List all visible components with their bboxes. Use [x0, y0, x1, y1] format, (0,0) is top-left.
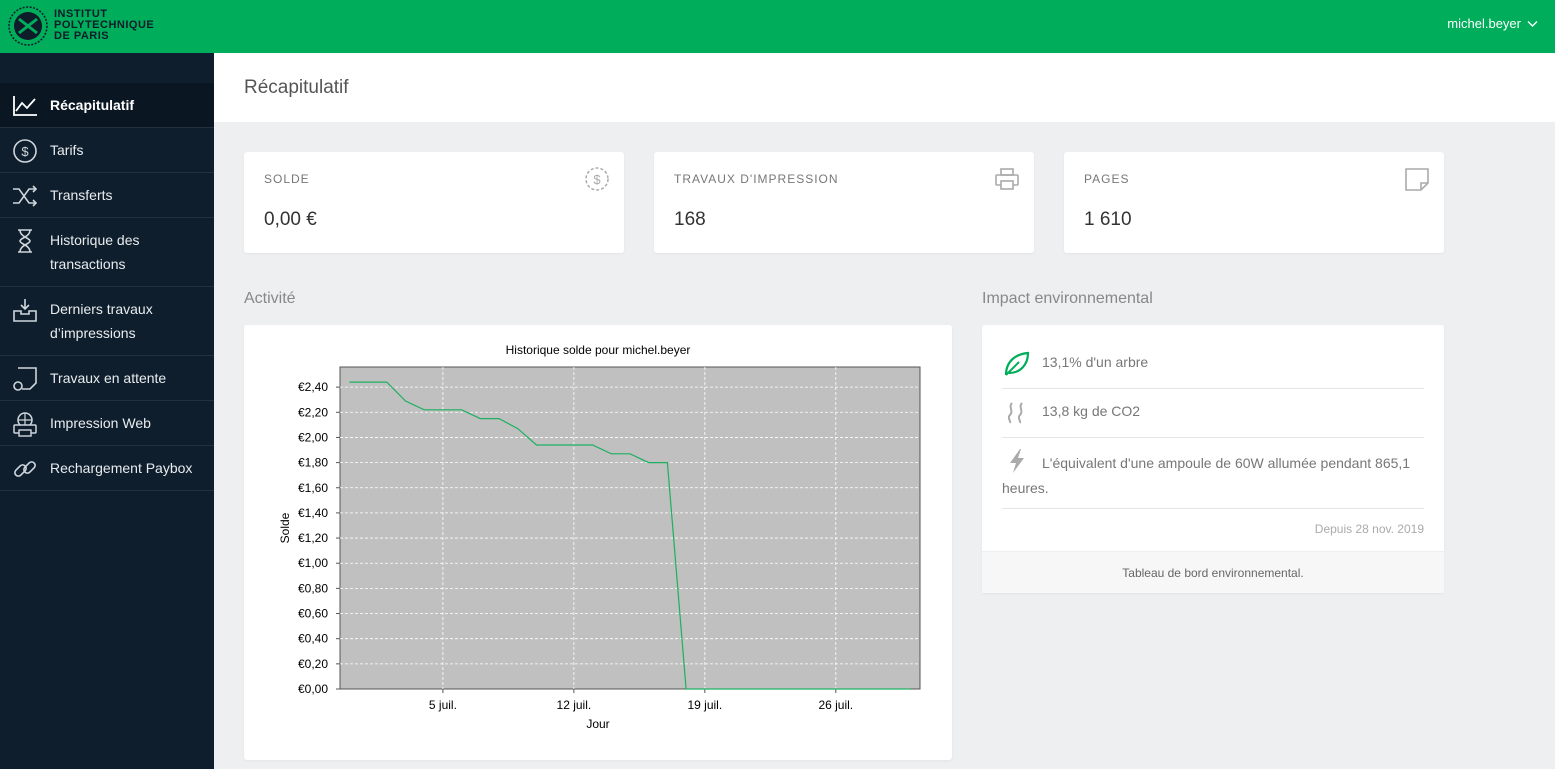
environment-section-title: Impact environnemental [982, 290, 1153, 307]
sidebar-item-label: Tarifs [50, 142, 84, 158]
username: michel.beyer [1447, 16, 1521, 31]
pending-document-icon [12, 366, 38, 392]
stat-value: 0,00 € [264, 209, 317, 230]
x-tick-label: 26 juil. [818, 698, 853, 712]
y-tick-label: €2,20 [298, 405, 328, 419]
dollar-circle-icon: $ [12, 138, 38, 164]
env-row-text: L'équivalent d'une ampoule de 60W allumé… [1002, 455, 1411, 496]
y-tick-label: €0,00 [298, 682, 328, 696]
inbox-tray-icon [12, 297, 38, 323]
hourglass-icon [12, 228, 38, 254]
balance-history-chart: Historique solde pour michel.beyer €0,00… [278, 343, 921, 731]
stat-card-travaux: TRAVAUX D'IMPRESSION 168 [654, 152, 1034, 253]
y-tick-label: €0,20 [298, 657, 328, 671]
page-header: Récapitulatif [214, 53, 1555, 122]
svg-text:$: $ [593, 172, 601, 187]
sidebar-item-travaux-attente[interactable]: Travaux en attente [0, 356, 214, 401]
y-tick-label: €2,00 [298, 430, 328, 444]
printer-icon [995, 168, 1019, 190]
lightning-icon [1010, 449, 1024, 473]
y-tick-label: €1,40 [298, 506, 328, 520]
top-bar: INSTITUT POLYTECHNIQUE DE PARIS michel.b… [0, 0, 1555, 53]
y-tick-label: €0,80 [298, 581, 328, 595]
y-tick-label: €1,20 [298, 531, 328, 545]
sidebar-item-impression-web[interactable]: Impression Web [0, 401, 214, 446]
env-since-date: Depuis 28 nov. 2019 [1314, 522, 1424, 536]
smoke-icon [1007, 402, 1023, 424]
y-tick-label: €1,80 [298, 456, 328, 470]
environment-card: 13,1% d'un arbre 13,8 kg de CO2 L'équiva… [982, 325, 1444, 593]
x-tick-label: 19 juil. [687, 698, 722, 712]
sidebar-item-tarifs[interactable]: $ Tarifs [0, 128, 214, 173]
user-menu[interactable]: michel.beyer [1447, 16, 1538, 31]
sidebar-item-label: Rechargement Paybox [50, 460, 193, 476]
sidebar-item-label: Travaux en attente [50, 370, 167, 386]
activity-chart-card: Historique solde pour michel.beyer €0,00… [244, 325, 952, 760]
sidebar-item-historique[interactable]: Historique des transactions [0, 218, 214, 287]
dollar-circle-dashed-icon: $ [585, 167, 609, 191]
institution-logo[interactable]: INSTITUT POLYTECHNIQUE DE PARIS [8, 6, 173, 46]
y-tick-label: €0,60 [298, 607, 328, 621]
plot-area [339, 366, 921, 690]
activity-section-title: Activité [244, 290, 296, 307]
env-row-co2: 13,8 kg de CO2 [1002, 389, 1424, 438]
y-tick-label: €1,60 [298, 481, 328, 495]
shuffle-icon [12, 183, 38, 209]
sidebar-item-label: Récapitulatif [50, 97, 135, 113]
env-row-tree: 13,1% d'un arbre [1002, 345, 1424, 389]
sidebar-item-label: Historique des transactions [50, 232, 140, 272]
sidebar: Récapitulatif $ Tarifs Transferts Histor… [0, 53, 214, 769]
env-row-text: 13,8 kg de CO2 [1042, 403, 1141, 419]
sidebar-item-label: Transferts [50, 187, 113, 203]
logo-text: INSTITUT POLYTECHNIQUE DE PARIS [54, 8, 155, 42]
y-tick-label: €0,40 [298, 632, 328, 646]
stat-label: PAGES [1084, 172, 1130, 186]
line-chart-icon [12, 93, 38, 119]
sidebar-item-label: Impression Web [50, 415, 151, 431]
env-row-bulb: L'équivalent d'une ampoule de 60W allumé… [1002, 438, 1424, 509]
env-row-text: 13,1% d'un arbre [1042, 354, 1149, 370]
link-icon [12, 456, 38, 482]
stat-label: SOLDE [264, 172, 310, 186]
x-axis-ticks: 5 juil. 12 juil. 19 juil. 26 juil. [429, 689, 853, 712]
y-axis-ticks: €0,00 €0,20 €0,40 €0,60 €0,80 €1,00 €1,20 €1,40… [298, 380, 340, 696]
web-print-icon [12, 411, 38, 437]
y-tick-label: €1,00 [298, 556, 328, 570]
sidebar-item-rechargement-paybox[interactable]: Rechargement Paybox [0, 446, 214, 491]
chart-title: Historique solde pour michel.beyer [506, 343, 691, 357]
sidebar-item-derniers-travaux[interactable]: Derniers travaux d’impressions [0, 287, 214, 356]
stat-card-pages: PAGES 1 610 [1064, 152, 1444, 253]
stat-card-solde: SOLDE 0,00 € $ [244, 152, 624, 253]
y-tick-label: €2,40 [298, 380, 328, 394]
polytechnique-emblem-icon [8, 6, 48, 46]
page-icon [1405, 168, 1429, 191]
chevron-down-icon [1527, 20, 1538, 27]
sidebar-item-transferts[interactable]: Transferts [0, 173, 214, 218]
sidebar-item-recapitulatif[interactable]: Récapitulatif [0, 83, 214, 128]
environment-dashboard-link[interactable]: Tableau de bord environnemental. [982, 551, 1444, 593]
stat-label: TRAVAUX D'IMPRESSION [674, 172, 839, 186]
y-axis-label: Solde [278, 512, 292, 543]
leaf-icon [1004, 351, 1030, 376]
stat-value: 1 610 [1084, 209, 1132, 230]
x-tick-label: 5 juil. [429, 698, 457, 712]
sidebar-item-label: Derniers travaux d’impressions [50, 301, 153, 341]
chart-grid [340, 367, 920, 689]
x-axis-label: Jour [586, 717, 609, 731]
balance-series-line [349, 381, 911, 690]
page-title: Récapitulatif [244, 77, 349, 98]
x-tick-label: 12 juil. [557, 698, 592, 712]
svg-text:$: $ [21, 144, 29, 159]
stat-value: 168 [674, 209, 706, 230]
